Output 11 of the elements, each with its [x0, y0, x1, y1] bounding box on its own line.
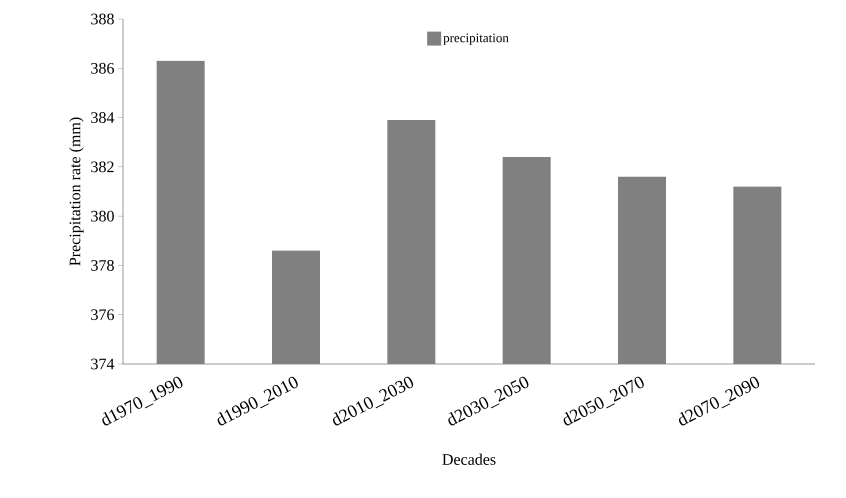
y-tick-label: 386 — [91, 62, 114, 74]
y-tick-label: 376 — [91, 309, 114, 320]
y-tick-label: 374 — [91, 358, 114, 370]
y-tick-label: 380 — [91, 210, 114, 222]
y-tick-label: 382 — [91, 161, 114, 172]
legend-label: precipitation — [443, 34, 509, 45]
y-tick-label: 388 — [91, 14, 114, 24]
y-tick-label: 384 — [91, 112, 114, 123]
y-axis-title: Precipitation rate (mm) — [69, 118, 84, 266]
y-tick-label: 378 — [91, 260, 114, 271]
x-axis-title: Decades — [442, 454, 496, 465]
